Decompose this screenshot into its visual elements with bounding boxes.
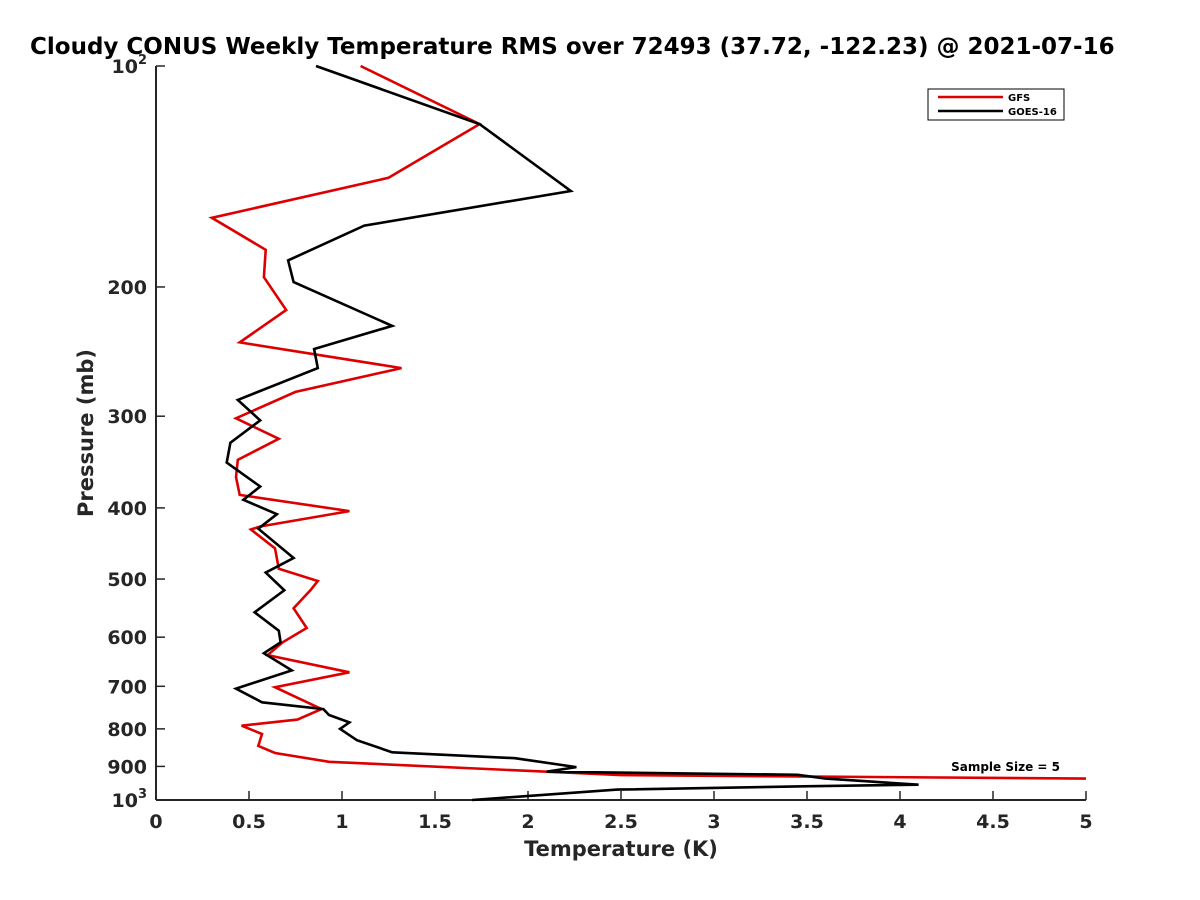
y-tick-label-base: 400 [107,498,147,520]
y-tick-label: 900 [107,756,147,778]
x-tick-label: 1.5 [418,811,452,833]
x-tick-label: 5 [1079,811,1092,833]
y-tick-label-base: 900 [107,756,147,778]
y-axis-label: Pressure (mb) [74,349,98,517]
y-tick-label: 300 [107,406,147,428]
y-tick-label-base: 200 [107,277,147,299]
chart-title: Cloudy CONUS Weekly Temperature RMS over… [30,34,1115,60]
y-tick-label: 800 [107,719,147,741]
y-tick-label: 103 [112,787,148,812]
y-tick-label-base: 300 [107,406,147,428]
y-tick-label: 600 [107,627,147,649]
y-tick-label-base: 800 [107,719,147,741]
legend-label-gfs: GFS [1008,93,1030,104]
y-tick-label: 700 [107,676,147,698]
y-tick-label-exponent: 2 [138,53,147,68]
y-tick-label-base: 10 [112,56,138,78]
x-tick-label: 2.5 [604,811,638,833]
series-group [208,64,1086,802]
y-tick-label: 400 [107,498,147,520]
x-axis-label: Temperature (K) [524,837,718,861]
x-tick-label: 4 [893,811,906,833]
legend-box [927,88,1065,121]
legend: GFS GOES-16 [927,88,1065,121]
x-ticks: 0 0.5 1 1.5 2 2.5 3 3.5 4 4.5 5 [149,791,1093,833]
y-tick-label-base: 600 [107,627,147,649]
y-tick-label: 200 [107,277,147,299]
y-tick-label: 102 [112,53,148,78]
sample-size-annotation: Sample Size = 5 [951,760,1060,774]
y-tick-label: 500 [107,569,147,591]
plot-area [156,66,1086,800]
x-tick-label: 3 [707,811,720,833]
y-tick-label-exponent: 3 [138,787,147,802]
y-tick-label-base: 700 [107,676,147,698]
x-tick-label: 4.5 [976,811,1010,833]
series-line-gfs [208,64,1086,780]
x-tick-label: 3.5 [790,811,824,833]
x-tick-label: 0 [149,811,162,833]
x-tick-label: 0.5 [232,811,266,833]
x-tick-label: 2 [521,811,534,833]
series-line-goes-16 [225,64,919,802]
y-tick-label-base: 10 [112,790,138,812]
x-tick-label: 1 [335,811,348,833]
y-tick-label-base: 500 [107,569,147,591]
legend-label-goes16: GOES-16 [1008,107,1057,118]
